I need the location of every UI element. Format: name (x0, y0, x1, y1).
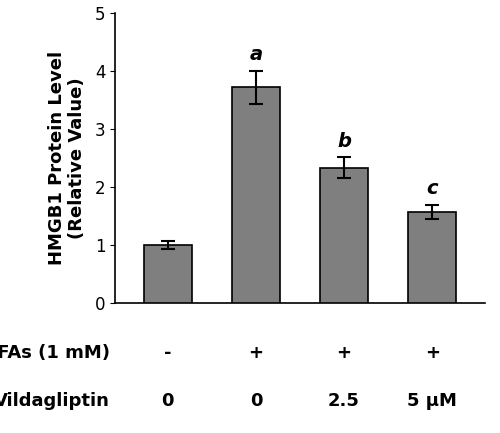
Text: 5 μM: 5 μM (407, 391, 457, 410)
Text: +: + (336, 344, 351, 362)
Y-axis label: HMGB1 Protein Level
(Relative Value): HMGB1 Protein Level (Relative Value) (48, 51, 86, 265)
Bar (320, 168, 368, 303)
Text: c: c (426, 179, 438, 198)
Bar (408, 212, 457, 303)
Bar (144, 245, 192, 303)
Text: Vildagliptin: Vildagliptin (0, 391, 110, 410)
Text: b: b (337, 132, 351, 151)
Text: 2.5: 2.5 (328, 391, 360, 410)
Text: +: + (424, 344, 440, 362)
Text: 0: 0 (250, 391, 262, 410)
Text: FFAs (1 mM): FFAs (1 mM) (0, 344, 110, 362)
Text: -: - (164, 344, 172, 362)
Bar (232, 87, 280, 303)
Text: +: + (248, 344, 264, 362)
Text: 0: 0 (162, 391, 174, 410)
Text: a: a (250, 45, 262, 64)
